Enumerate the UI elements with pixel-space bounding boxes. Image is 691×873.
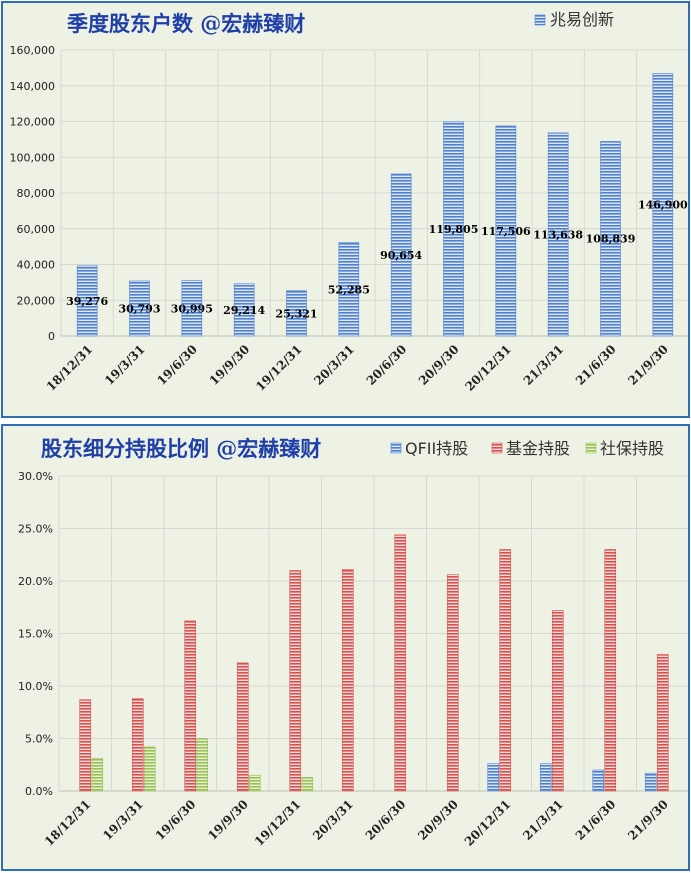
bar-QFII-20-12-31 — [487, 763, 500, 792]
bar--19-3-31 — [131, 698, 144, 792]
bar--19-3-31 — [129, 280, 150, 337]
x-tick-label: 21/9/30 — [625, 342, 671, 388]
bar--20-6-30 — [390, 173, 412, 337]
y-tick-label: 25.0% — [18, 523, 53, 536]
data-label: 146,900 — [638, 199, 688, 212]
data-label: 108,839 — [586, 233, 636, 246]
chart2-title: 股东细分持股比例 @宏赫臻财 — [41, 436, 321, 461]
x-tick-label: 21/9/30 — [625, 797, 671, 843]
y-tick-label: 40,000 — [17, 259, 56, 272]
y-tick-label: 5.0% — [25, 733, 53, 746]
x-tick-label: 19/3/31 — [102, 342, 148, 388]
bar--20-3-31 — [341, 569, 354, 792]
bar--19-3-31 — [143, 746, 156, 792]
bar--19-6-30 — [184, 620, 197, 792]
y-tick-label: 100,000 — [10, 151, 56, 164]
y-tick-label: 80,000 — [17, 187, 56, 200]
x-tick-label: 19/12/31 — [252, 797, 304, 849]
x-tick-label: 21/6/30 — [573, 797, 619, 843]
x-tick-label: 20/6/30 — [363, 797, 409, 843]
shareholder-count-chart-panel: 季度股东户数 @宏赫臻财 兆易创新 39,276 30,793 30,995 29,2… — [1, 1, 690, 418]
y-tick-label: 20,000 — [17, 294, 56, 307]
data-label: 39,276 — [66, 295, 108, 308]
chart2-legend-label-qfii: QFII持股 — [405, 439, 468, 458]
y-tick-label: 140,000 — [10, 80, 56, 93]
y-tick-label: 30.0% — [18, 470, 53, 483]
bar--19-12-31 — [286, 290, 307, 337]
y-tick-label: 0.0% — [25, 785, 53, 798]
bar--19-12-31 — [289, 570, 302, 792]
x-tick-label: 18/12/31 — [44, 342, 96, 394]
bar--21-3-31 — [551, 610, 564, 792]
chart2-legend-label-fund: 基金持股 — [506, 439, 570, 458]
data-label: 52,285 — [328, 283, 370, 296]
data-label: 30,995 — [171, 302, 213, 315]
x-tick-label: 21/3/31 — [521, 342, 567, 388]
bar-QFII-21-6-30 — [592, 769, 605, 792]
x-tick-label: 19/9/30 — [205, 797, 251, 843]
holding-ratio-chart-panel: 股东细分持股比例 @宏赫臻财 QFII持股 基金持股 社保持股 0.0% 5.0%… — [1, 424, 690, 871]
x-tick-label: 21/3/31 — [520, 797, 566, 843]
x-tick-label: 20/3/31 — [310, 797, 356, 843]
y-tick-label: 10.0% — [18, 680, 53, 693]
bar--20-9-30 — [443, 121, 464, 337]
chart1-legend-swatch — [534, 14, 546, 26]
bar-QFII-21-9-30 — [644, 772, 657, 792]
chart2-legend-swatch-social — [585, 442, 597, 454]
data-label: 90,654 — [380, 249, 422, 262]
x-tick-label: 20/6/30 — [364, 342, 410, 388]
bar--20-6-30 — [394, 534, 407, 792]
y-tick-label: 60,000 — [17, 223, 56, 236]
x-tick-label: 19/9/30 — [207, 342, 253, 388]
bar-QFII-21-3-31 — [539, 763, 552, 792]
bar--21-6-30 — [600, 141, 621, 337]
holding-ratio-chart: 股东细分持股比例 @宏赫臻财 QFII持股 基金持股 社保持股 0.0% 5.0%… — [18, 436, 688, 849]
y-tick-label: 15.0% — [18, 628, 53, 641]
bar--21-6-30 — [604, 549, 617, 792]
x-tick-label: 20/9/30 — [415, 797, 461, 843]
bar--18-12-31 — [91, 758, 104, 792]
x-tick-label: 21/6/30 — [573, 342, 619, 388]
y-tick-label: 20.0% — [18, 575, 53, 588]
data-label: 25,321 — [275, 307, 317, 320]
bar--19-9-30 — [233, 283, 255, 337]
bar--21-9-30 — [652, 73, 674, 337]
y-tick-label: 120,000 — [10, 116, 56, 129]
bar--20-3-31 — [338, 242, 360, 337]
data-label: 117,506 — [481, 225, 531, 238]
x-tick-label: 19/6/30 — [154, 342, 200, 388]
chart2-legend-label-social: 社保持股 — [600, 439, 664, 458]
y-tick-label: 0 — [48, 330, 55, 343]
chart1-legend-label: 兆易创新 — [550, 10, 614, 29]
chart2-legend-swatch-qfii — [390, 442, 402, 454]
bar--21-9-30 — [656, 654, 669, 792]
bar--19-6-30 — [196, 738, 209, 792]
chart1-title: 季度股东户数 @宏赫臻财 — [67, 11, 305, 36]
x-tick-label: 19/6/30 — [153, 797, 199, 843]
x-tick-label: 20/12/31 — [462, 797, 514, 849]
bar--20-9-30 — [446, 574, 459, 792]
x-tick-label: 19/12/31 — [253, 342, 305, 394]
shareholder-count-chart: 季度股东户数 @宏赫臻财 兆易创新 39,276 30,793 30,995 29,2… — [10, 10, 688, 394]
y-tick-label: 160,000 — [10, 44, 56, 57]
data-label: 119,805 — [429, 223, 479, 236]
data-label: 29,214 — [223, 304, 265, 317]
chart2-legend-swatch-fund — [491, 442, 503, 454]
x-tick-label: 18/12/31 — [42, 797, 94, 849]
bar--19-9-30 — [236, 662, 249, 792]
data-label: 30,793 — [118, 302, 160, 315]
x-tick-label: 20/3/31 — [311, 342, 357, 388]
bar--20-12-31 — [495, 125, 517, 337]
bar--18-12-31 — [76, 265, 98, 337]
x-tick-label: 19/3/31 — [100, 797, 146, 843]
data-label: 113,638 — [533, 228, 583, 241]
bar--20-12-31 — [499, 549, 512, 792]
x-tick-label: 20/12/31 — [462, 342, 514, 394]
bar--19-12-31 — [301, 777, 314, 792]
bar--21-3-31 — [547, 132, 569, 337]
bar--19-6-30 — [181, 280, 203, 337]
bar--19-9-30 — [248, 774, 261, 792]
x-tick-label: 20/9/30 — [416, 342, 462, 388]
bar--18-12-31 — [79, 699, 92, 792]
